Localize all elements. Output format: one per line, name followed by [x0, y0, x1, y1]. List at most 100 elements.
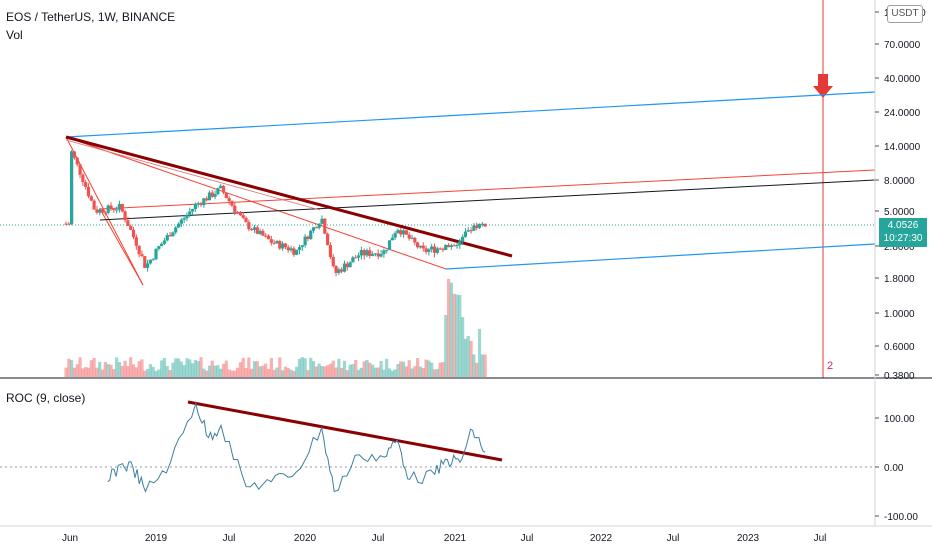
candle[interactable] [469, 227, 473, 234]
candle[interactable] [162, 237, 167, 245]
candle[interactable] [238, 211, 243, 216]
candle[interactable] [72, 151, 77, 160]
candle[interactable] [205, 196, 209, 202]
roc-label[interactable]: ROC (9, close) [6, 391, 86, 405]
candle[interactable] [92, 199, 96, 210]
candle[interactable] [317, 222, 321, 230]
candle[interactable] [255, 225, 259, 235]
candle[interactable] [145, 259, 150, 272]
candle[interactable] [261, 228, 265, 237]
candle[interactable] [292, 246, 296, 257]
candle[interactable] [407, 231, 411, 241]
candle[interactable] [182, 214, 186, 224]
currency-button[interactable]: USDT [887, 5, 923, 23]
candle[interactable] [140, 250, 144, 258]
candle[interactable] [326, 232, 330, 246]
candle[interactable] [404, 230, 408, 236]
candle[interactable] [368, 246, 372, 259]
candle[interactable] [323, 218, 327, 235]
candle[interactable] [157, 245, 161, 251]
candle[interactable] [461, 234, 465, 245]
candle[interactable] [297, 244, 302, 255]
candle[interactable] [455, 242, 459, 249]
candle[interactable] [314, 226, 318, 229]
candle[interactable] [365, 248, 369, 258]
candle[interactable] [441, 247, 445, 253]
candle[interactable] [475, 222, 479, 231]
candle[interactable] [224, 192, 228, 199]
candle[interactable] [202, 197, 206, 208]
candle[interactable] [252, 225, 257, 233]
candle[interactable] [148, 259, 152, 265]
candle[interactable] [356, 252, 361, 261]
candle[interactable] [143, 255, 147, 269]
candle[interactable] [286, 245, 290, 253]
candle[interactable] [446, 243, 451, 248]
candle[interactable] [210, 189, 214, 198]
candle[interactable] [387, 240, 392, 250]
candle[interactable] [466, 226, 470, 232]
candle[interactable] [126, 216, 130, 227]
candle[interactable] [188, 207, 192, 218]
candle[interactable] [320, 215, 324, 225]
candle[interactable] [64, 221, 68, 225]
candle[interactable] [179, 217, 183, 228]
candle[interactable] [379, 250, 383, 258]
candle[interactable] [269, 235, 273, 246]
candle[interactable] [306, 235, 310, 242]
candle[interactable] [213, 190, 217, 200]
candle[interactable] [340, 267, 344, 274]
candle[interactable] [123, 209, 127, 223]
candle[interactable] [250, 227, 254, 232]
roc-line[interactable] [107, 401, 486, 493]
candle[interactable] [221, 184, 226, 195]
candle[interactable] [129, 224, 133, 231]
candle[interactable] [258, 228, 262, 236]
candle[interactable] [171, 231, 175, 237]
candle[interactable] [151, 257, 155, 261]
candle[interactable] [281, 241, 285, 251]
candle[interactable] [283, 242, 288, 250]
candle[interactable] [444, 244, 448, 251]
candle[interactable] [190, 208, 195, 216]
candle[interactable] [168, 232, 172, 237]
candle[interactable] [235, 211, 240, 215]
candle[interactable] [75, 157, 79, 167]
candle[interactable] [452, 243, 456, 247]
candle[interactable] [390, 234, 394, 241]
candle[interactable] [477, 223, 482, 230]
candle[interactable] [362, 248, 366, 260]
candle[interactable] [382, 248, 386, 258]
candle[interactable] [95, 206, 99, 215]
candle[interactable] [483, 223, 487, 228]
candle[interactable] [449, 243, 453, 250]
candle[interactable] [241, 211, 245, 220]
candle[interactable] [342, 260, 347, 273]
candle[interactable] [174, 226, 178, 235]
candle[interactable] [418, 245, 423, 249]
candle[interactable] [219, 183, 223, 189]
candle[interactable] [393, 231, 397, 241]
candle[interactable] [421, 242, 425, 252]
candle[interactable] [458, 238, 462, 249]
candle[interactable] [432, 243, 437, 258]
candle[interactable] [233, 202, 237, 216]
candle[interactable] [227, 195, 231, 205]
candle[interactable] [196, 201, 200, 208]
candle[interactable] [89, 195, 93, 202]
candle[interactable] [345, 261, 349, 271]
candle[interactable] [289, 245, 293, 253]
candle[interactable] [100, 208, 105, 215]
candle[interactable] [410, 234, 414, 240]
candle[interactable] [165, 232, 169, 242]
candle[interactable] [185, 212, 189, 222]
candle[interactable] [334, 265, 338, 277]
candle[interactable] [416, 241, 420, 249]
candle[interactable] [396, 228, 400, 234]
candle[interactable] [134, 234, 138, 250]
candle[interactable] [303, 233, 307, 248]
candle[interactable] [160, 242, 164, 247]
candle[interactable] [98, 207, 102, 216]
candle[interactable] [207, 190, 212, 201]
